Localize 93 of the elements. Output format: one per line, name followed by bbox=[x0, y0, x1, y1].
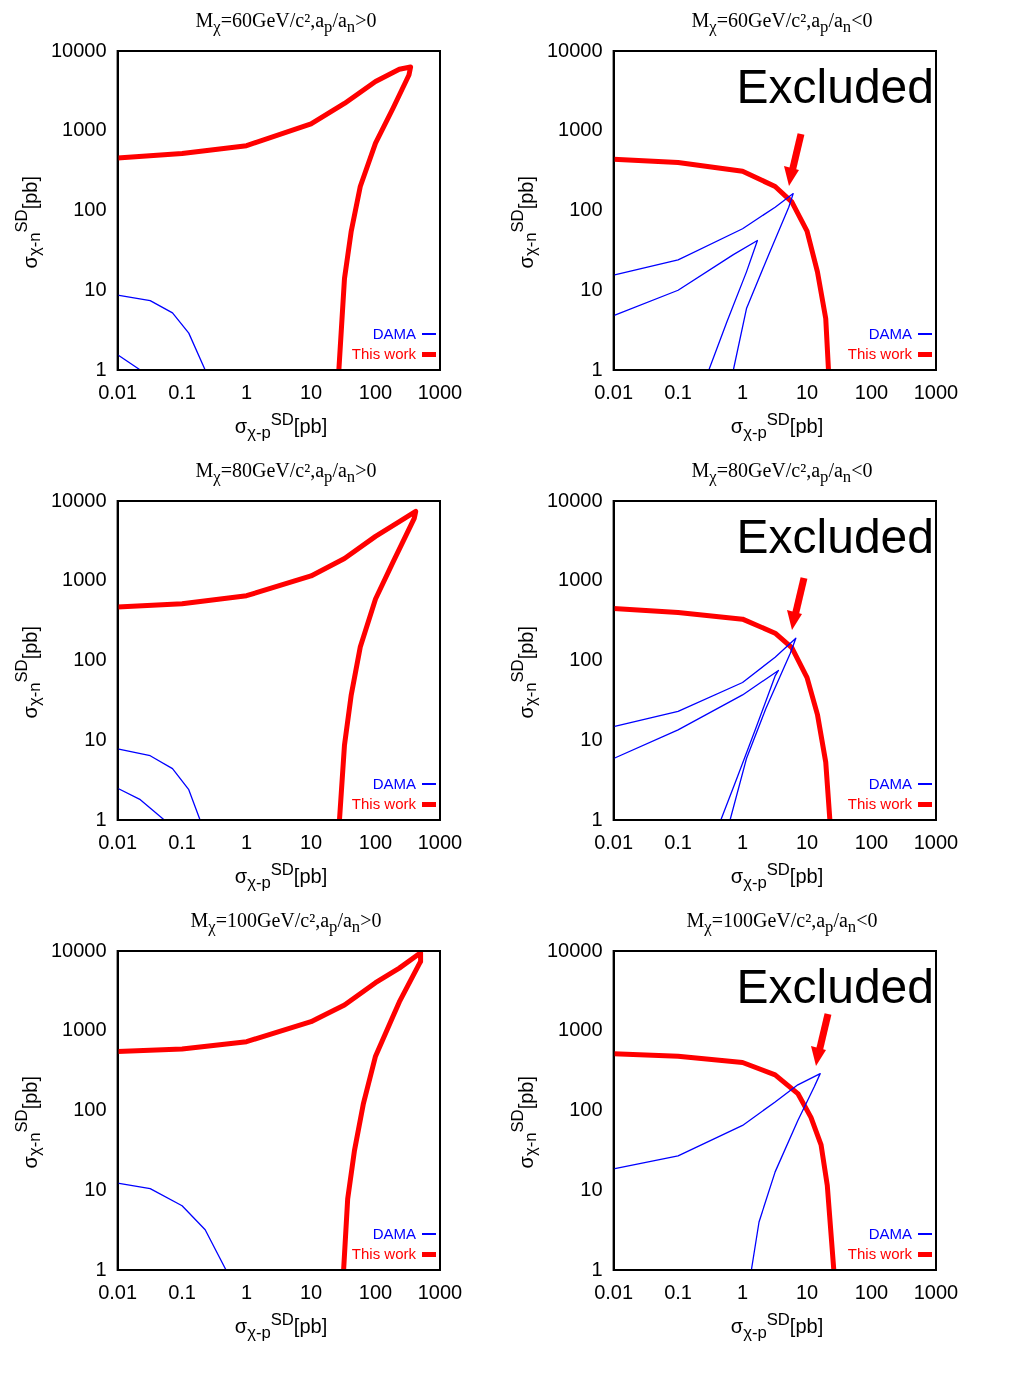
chart-title: M$_{χ}$=100GeV/c²,a$_{p}$/a$_{n}$<0 bbox=[685, 908, 879, 936]
x-tick-label: 10 bbox=[299, 830, 323, 853]
y-tick-label: 100 bbox=[569, 1098, 603, 1121]
y-tick-label: 10000 bbox=[50, 488, 107, 511]
x-tick-label: 1000 bbox=[913, 830, 959, 853]
annotation: Excluded bbox=[736, 960, 934, 1013]
x-tick-label: 0.1 bbox=[168, 380, 196, 403]
x-tick-label: 0.01 bbox=[594, 830, 634, 853]
x-tick-label: 1 bbox=[737, 1280, 749, 1303]
x-tick-label: 100 bbox=[854, 380, 889, 403]
legend-label: DAMA bbox=[372, 1224, 416, 1244]
y-tick-label: 100 bbox=[73, 648, 107, 671]
y-tick-label: 10 bbox=[580, 1177, 603, 1200]
x-tick-label: 1000 bbox=[417, 1280, 463, 1303]
x-tick-label: 1 bbox=[241, 380, 253, 403]
x-axis-title: σ$_{χ-p}$$^{SD}$[pb] bbox=[233, 1309, 329, 1342]
y-tick-label: 1 bbox=[95, 357, 107, 380]
x-tick-label: 10 bbox=[299, 1280, 323, 1303]
y-tick-label: 10 bbox=[580, 727, 603, 750]
x-tick-label: 10 bbox=[795, 1280, 819, 1303]
y-tick-label: 1000 bbox=[62, 1018, 107, 1041]
legend-label: DAMA bbox=[868, 324, 912, 344]
x-tick-label: 1 bbox=[737, 380, 749, 403]
x-tick-label: 10 bbox=[795, 830, 819, 853]
x-axis-title: σ$_{χ-p}$$^{SD}$[pb] bbox=[233, 409, 329, 442]
chart-title: M$_{χ}$=60GeV/c²,a$_{p}$/a$_{n}$<0 bbox=[690, 8, 874, 36]
y-tick-label: 1000 bbox=[62, 568, 107, 591]
chart-title: M$_{χ}$=80GeV/c²,a$_{p}$/a$_{n}$<0 bbox=[690, 458, 874, 486]
x-tick-label: 0.01 bbox=[98, 1280, 138, 1303]
x-tick-label: 1000 bbox=[417, 830, 463, 853]
legend-label: DAMA bbox=[372, 774, 416, 794]
chart-title: M$_{χ}$=100GeV/c²,a$_{p}$/a$_{n}$>0 bbox=[189, 908, 383, 936]
legend-label: DAMA bbox=[372, 324, 416, 344]
y-tick-label: 1 bbox=[591, 1257, 603, 1280]
legend-label: This work bbox=[847, 344, 912, 364]
legend-label: This work bbox=[351, 1244, 416, 1264]
y-tick-label: 10 bbox=[84, 1177, 107, 1200]
x-tick-label: 1 bbox=[737, 830, 749, 853]
y-tick-label: 100 bbox=[569, 648, 603, 671]
x-tick-label: 1 bbox=[241, 1280, 253, 1303]
x-tick-label: 0.1 bbox=[664, 830, 692, 853]
legend-label: This work bbox=[847, 1244, 912, 1264]
y-tick-label: 1000 bbox=[558, 1018, 603, 1041]
legend-label: This work bbox=[847, 794, 912, 814]
x-tick-label: 100 bbox=[358, 380, 393, 403]
x-tick-label: 0.01 bbox=[98, 830, 138, 853]
y-tick-label: 100 bbox=[73, 1098, 107, 1121]
x-tick-label: 0.1 bbox=[168, 830, 196, 853]
legend-label: DAMA bbox=[868, 1224, 912, 1244]
x-tick-label: 100 bbox=[358, 830, 393, 853]
x-tick-label: 0.01 bbox=[594, 1280, 634, 1303]
y-tick-label: 10000 bbox=[546, 38, 603, 61]
y-tick-label: 1 bbox=[95, 807, 107, 830]
chart-title: M$_{χ}$=80GeV/c²,a$_{p}$/a$_{n}$>0 bbox=[194, 458, 378, 486]
x-tick-label: 1000 bbox=[417, 380, 463, 403]
y-tick-label: 1 bbox=[591, 357, 603, 380]
annotation: Excluded bbox=[736, 510, 934, 563]
y-tick-label: 10 bbox=[580, 277, 603, 300]
y-tick-label: 10000 bbox=[546, 938, 603, 961]
x-tick-label: 0.01 bbox=[98, 380, 138, 403]
x-axis-title: σ$_{χ-p}$$^{SD}$[pb] bbox=[729, 859, 825, 892]
x-tick-label: 100 bbox=[358, 1280, 393, 1303]
y-tick-label: 10 bbox=[84, 727, 107, 750]
x-tick-label: 100 bbox=[854, 1280, 889, 1303]
x-tick-label: 0.1 bbox=[664, 1280, 692, 1303]
chart-title: M$_{χ}$=60GeV/c²,a$_{p}$/a$_{n}$>0 bbox=[194, 8, 378, 36]
y-tick-label: 100 bbox=[569, 198, 603, 221]
y-tick-label: 1000 bbox=[558, 118, 603, 141]
x-tick-label: 1 bbox=[241, 830, 253, 853]
x-tick-label: 10 bbox=[299, 380, 323, 403]
y-tick-label: 1000 bbox=[62, 118, 107, 141]
y-tick-label: 1 bbox=[95, 1257, 107, 1280]
y-tick-label: 10000 bbox=[50, 38, 107, 61]
y-tick-label: 10 bbox=[84, 277, 107, 300]
x-tick-label: 100 bbox=[854, 830, 889, 853]
y-tick-label: 1 bbox=[591, 807, 603, 830]
y-tick-label: 100 bbox=[73, 198, 107, 221]
legend-label: This work bbox=[351, 794, 416, 814]
x-tick-label: 10 bbox=[795, 380, 819, 403]
x-tick-label: 0.1 bbox=[168, 1280, 196, 1303]
x-axis-title: σ$_{χ-p}$$^{SD}$[pb] bbox=[729, 409, 825, 442]
y-tick-label: 10000 bbox=[546, 488, 603, 511]
x-tick-label: 1000 bbox=[913, 380, 959, 403]
x-tick-label: 1000 bbox=[913, 1280, 959, 1303]
x-tick-label: 0.01 bbox=[594, 380, 634, 403]
x-tick-label: 0.1 bbox=[664, 380, 692, 403]
legend-label: This work bbox=[351, 344, 416, 364]
y-tick-label: 10000 bbox=[50, 938, 107, 961]
x-axis-title: σ$_{χ-p}$$^{SD}$[pb] bbox=[729, 1309, 825, 1342]
annotation: Excluded bbox=[736, 60, 934, 113]
x-axis-title: σ$_{χ-p}$$^{SD}$[pb] bbox=[233, 859, 329, 892]
legend-label: DAMA bbox=[868, 774, 912, 794]
y-tick-label: 1000 bbox=[558, 568, 603, 591]
